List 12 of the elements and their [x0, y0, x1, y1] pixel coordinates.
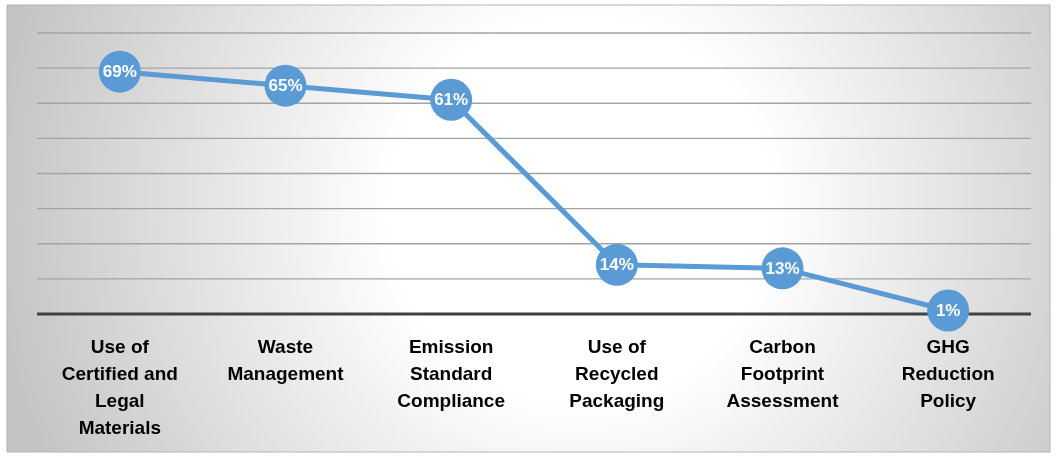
data-label: 13% [765, 258, 800, 278]
data-label: 65% [268, 76, 303, 96]
x-tick-label: Carbon Footprint Assessment [726, 336, 840, 411]
data-label: 69% [102, 62, 137, 82]
data-label: 14% [599, 255, 634, 275]
x-tick-label: Use of Certified and Legal Materials [61, 336, 178, 438]
x-tick-label: Waste Management [227, 336, 345, 384]
x-tick-label: Emission Standard Compliance [397, 336, 506, 411]
x-tick-label: Use of Recycled Packaging [569, 336, 665, 411]
data-label: 1% [935, 300, 961, 320]
data-label: 61% [434, 90, 469, 110]
x-tick-label: GHG Reduction Policy [901, 336, 995, 411]
